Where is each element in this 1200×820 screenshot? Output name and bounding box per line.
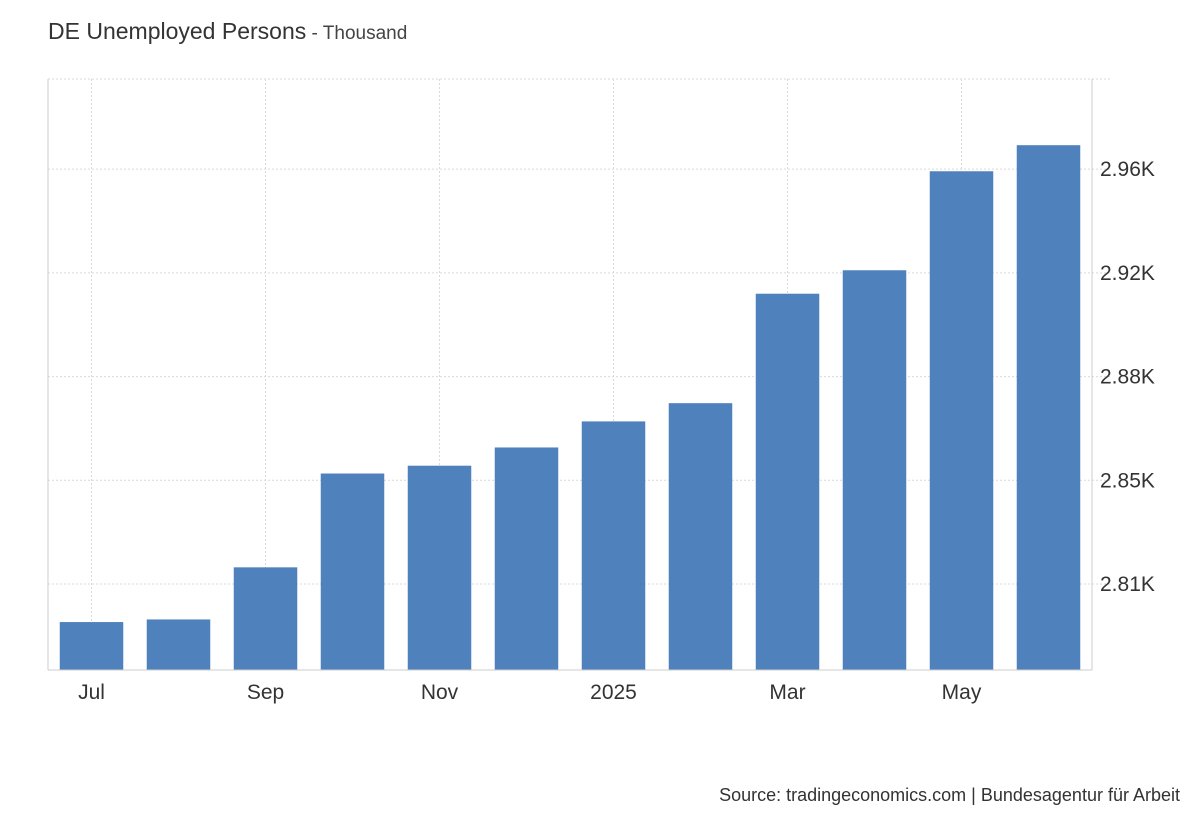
bar — [668, 403, 733, 670]
x-axis-labels: Jul Sep Nov 2025 Mar May — [78, 681, 982, 704]
y-tick-label: 2.92K — [1100, 262, 1155, 285]
bar — [755, 293, 820, 670]
bar — [59, 622, 124, 670]
y-tick-label: 2.85K — [1100, 469, 1155, 492]
bar — [407, 465, 472, 670]
x-tick-label: Sep — [247, 681, 284, 704]
x-tick-label: Mar — [769, 681, 805, 704]
y-axis-labels: 2.81K 2.85K 2.88K 2.92K 2.96K — [1100, 158, 1155, 596]
axes — [47, 79, 1093, 671]
chart-subtitle: Thousand — [322, 23, 408, 44]
chart-title-main: DE Unemployed Persons — [48, 18, 307, 44]
bar — [233, 567, 298, 670]
x-tick-label: May — [942, 681, 982, 704]
bar — [929, 171, 994, 670]
bar — [146, 619, 211, 670]
y-tick-label: 2.88K — [1100, 366, 1155, 389]
bar — [494, 447, 559, 670]
bar — [320, 473, 385, 670]
chart-title-separator: - — [306, 23, 323, 44]
y-tick-label: 2.81K — [1100, 573, 1155, 596]
y-tick-label: 2.96K — [1100, 158, 1155, 181]
bar — [842, 270, 907, 670]
x-tick-label: Nov — [421, 681, 459, 704]
chart-title: DE Unemployed Persons - Thousand — [48, 18, 407, 45]
bar-series — [59, 145, 1081, 670]
bar — [581, 421, 646, 670]
x-tick-label: Jul — [78, 681, 105, 704]
x-tick-label: 2025 — [590, 681, 637, 704]
source-note: Source: tradingeconomics.com | Bundesage… — [719, 785, 1180, 805]
bar — [1016, 145, 1081, 670]
